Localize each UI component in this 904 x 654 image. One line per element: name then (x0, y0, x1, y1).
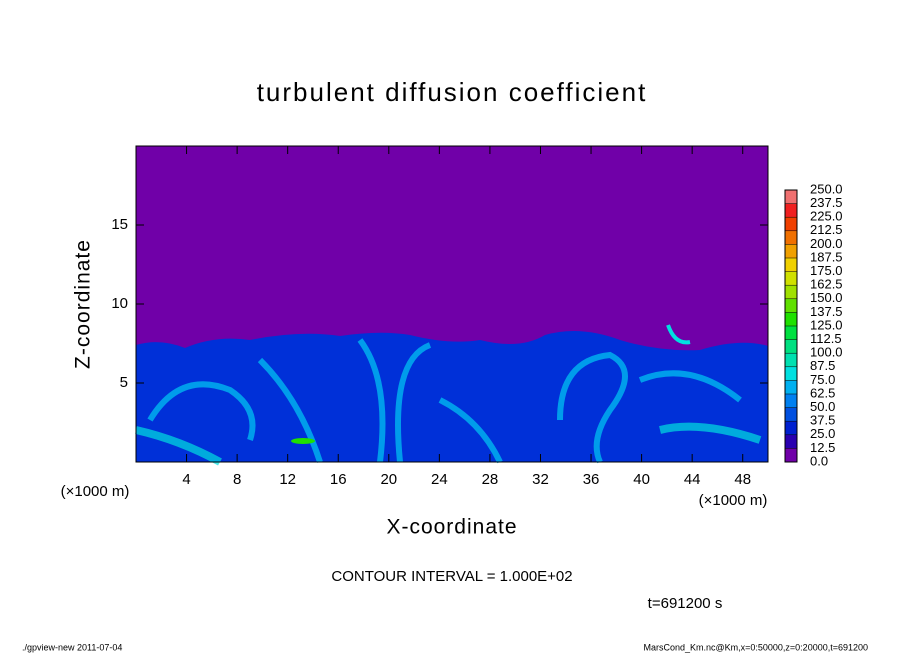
colorbar-label: 37.5 (810, 413, 835, 428)
colorbar-segment (785, 217, 797, 231)
colorbar-segment (785, 421, 797, 435)
x-tick-label: 16 (330, 471, 347, 488)
y-tick-label: 15 (111, 216, 128, 233)
time-note: t=691200 s (648, 595, 723, 612)
colorbar-segment (785, 244, 797, 258)
colorbar-label: 112.5 (810, 331, 842, 346)
colorbar-segment (785, 190, 797, 204)
x-tick-label: 48 (734, 471, 751, 488)
y-tick-label: 10 (111, 295, 128, 312)
x-tick-label: 24 (431, 471, 448, 488)
field-patch (666, 324, 691, 345)
colorbar-label: 200.0 (810, 236, 843, 251)
colorbar-segment (785, 271, 797, 286)
field-swirls (147, 338, 742, 464)
colorbar-segment (785, 394, 797, 408)
colorbar-label: 150.0 (810, 290, 843, 305)
colorbar-segment (785, 407, 797, 422)
field (135, 146, 768, 466)
colorbar-label: 50.0 (810, 399, 835, 414)
colorbar-label: 162.5 (810, 277, 843, 292)
x-axis-label: X-coordinate (386, 516, 517, 539)
x-tick-label: 12 (279, 471, 296, 488)
colorbar-segment (785, 230, 797, 245)
colorbar-label: 175.0 (810, 263, 843, 278)
x-tick-label: 32 (532, 471, 549, 488)
colorbar-label: 75.0 (810, 372, 835, 387)
chart-title: turbulent diffusion coefficient (257, 77, 648, 107)
x-tick-label: 8 (233, 471, 241, 488)
x-tick-label: 4 (182, 471, 190, 488)
x-tick-label: 28 (482, 471, 499, 488)
x-tick-label: 40 (633, 471, 650, 488)
footer-right: MarsCond_Km.nc@Km,x=0:50000,z=0:20000,t=… (643, 642, 868, 652)
colorbar-segment (785, 339, 797, 354)
colorbar-segment (785, 285, 797, 299)
colorbar-segment (785, 258, 797, 272)
colorbar-label: 100.0 (810, 345, 843, 360)
colorbar-segment (785, 434, 797, 449)
colorbar-label: 0.0 (810, 453, 828, 468)
x-tick-label: 44 (684, 471, 701, 488)
colorbar-label: 62.5 (810, 385, 835, 400)
colorbar-label: 125.0 (810, 317, 843, 332)
colorbar-label: 87.5 (810, 358, 835, 373)
field-patch (291, 438, 315, 444)
colorbar-segment (785, 380, 797, 394)
y-unit: (×1000 m) (61, 483, 130, 500)
colorbar-segment (785, 298, 797, 313)
colorbar-segment (785, 366, 797, 381)
colorbar-label: 225.0 (810, 209, 843, 224)
colorbar-label: 187.5 (810, 249, 843, 264)
y-tick-label: 5 (120, 374, 128, 391)
colorbar-segment (785, 203, 797, 218)
colorbar-label: 137.5 (810, 304, 843, 319)
x-tick-label: 36 (583, 471, 600, 488)
field-turbulent-layer (136, 331, 768, 462)
colorbar-label: 212.5 (810, 222, 843, 237)
x-unit: (×1000 m) (699, 492, 768, 509)
colorbar-segment (785, 448, 797, 462)
footer-left: ./gpview-new 2011-07-04 (22, 642, 122, 652)
colorbar-label: 250.0 (810, 181, 843, 196)
colorbar-segment (785, 353, 797, 367)
x-tick-label: 20 (380, 471, 397, 488)
colorbar-label: 12.5 (810, 440, 835, 455)
colorbar-segment (785, 312, 797, 326)
colorbar-label: 237.5 (810, 195, 843, 210)
y-axis-label: Z-coordinate (72, 239, 95, 369)
colorbar-label: 25.0 (810, 426, 835, 441)
contour-interval: CONTOUR INTERVAL = 1.000E+02 (331, 568, 572, 585)
colorbar-segment (785, 326, 797, 340)
field-swirls (135, 422, 762, 466)
